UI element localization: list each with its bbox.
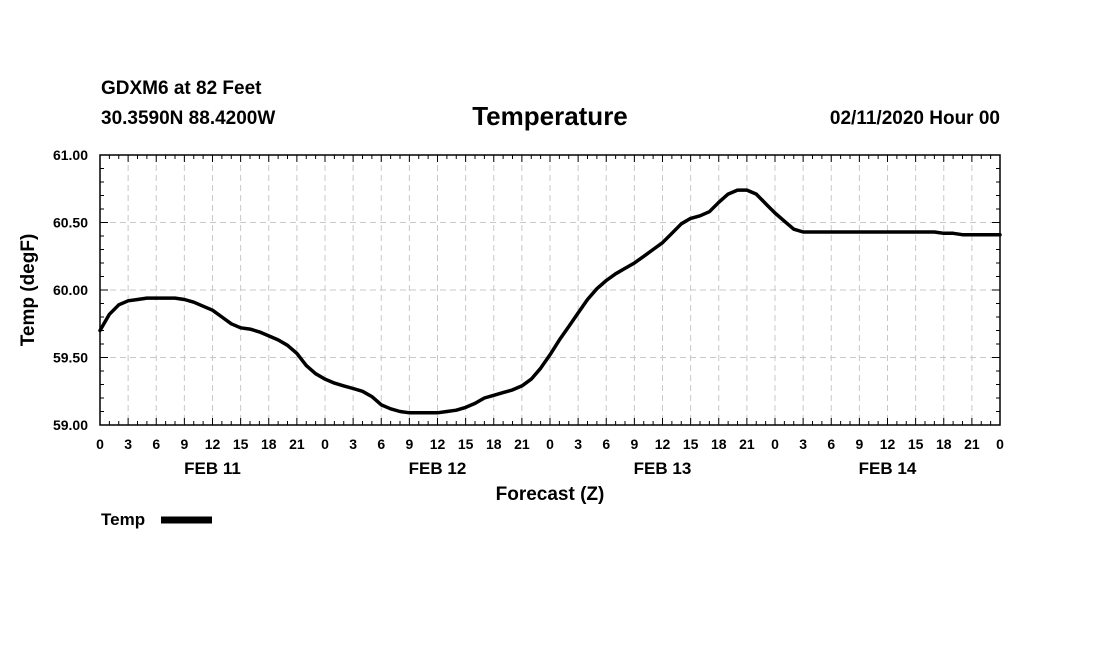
y-tick-label: 59.00 bbox=[53, 417, 88, 433]
x-tick-label: 9 bbox=[405, 436, 413, 452]
x-tick-label: 0 bbox=[96, 436, 104, 452]
x-tick-label: 12 bbox=[880, 436, 896, 452]
x-tick-labels: 0 3 6 9 12 15 18 21 0 3 6 9 12 15 18 21 0 3 6 9 12 15 18 21 0 3 6 9… bbox=[96, 436, 1004, 452]
x-tick-label: 21 bbox=[739, 436, 755, 452]
x-tick-label: 21 bbox=[514, 436, 530, 452]
y-tick-label: 60.50 bbox=[53, 215, 88, 231]
station-label: GDXM6 at 82 Feet bbox=[101, 78, 262, 99]
x-tick-label: 15 bbox=[683, 436, 699, 452]
legend-label: Temp bbox=[101, 510, 145, 529]
chart-title: Temperature bbox=[472, 101, 628, 131]
x-tick-label: 0 bbox=[771, 436, 779, 452]
x-tick-label: 18 bbox=[486, 436, 502, 452]
x-tick-label: 12 bbox=[655, 436, 671, 452]
day-label: FEB 11 bbox=[184, 459, 241, 478]
y-tick-label: 60.00 bbox=[53, 282, 88, 298]
x-tick-label: 18 bbox=[261, 436, 277, 452]
x-tick-label: 6 bbox=[377, 436, 385, 452]
x-tick-label: 9 bbox=[180, 436, 188, 452]
issued-time-label: 02/11/2020 Hour 00 bbox=[830, 108, 1000, 129]
x-tick-label: 6 bbox=[602, 436, 610, 452]
x-tick-label: 3 bbox=[349, 436, 357, 452]
x-tick-label: 9 bbox=[855, 436, 863, 452]
x-tick-label: 18 bbox=[936, 436, 952, 452]
x-tick-label: 15 bbox=[908, 436, 924, 452]
day-label: FEB 13 bbox=[634, 459, 692, 478]
x-tick-label: 3 bbox=[124, 436, 132, 452]
y-axis-label: Temp (degF) bbox=[18, 234, 39, 347]
grid-lines bbox=[100, 155, 1000, 425]
x-tick-label: 3 bbox=[574, 436, 582, 452]
x-tick-label: 6 bbox=[827, 436, 835, 452]
x-tick-label: 12 bbox=[430, 436, 446, 452]
x-tick-label: 0 bbox=[321, 436, 329, 452]
x-tick-label: 15 bbox=[233, 436, 249, 452]
x-axis-label: Forecast (Z) bbox=[496, 484, 605, 505]
plot-frame bbox=[99, 154, 1001, 426]
x-tick-label: 3 bbox=[799, 436, 807, 452]
x-tick-label: 0 bbox=[996, 436, 1004, 452]
x-tick-label: 21 bbox=[964, 436, 980, 452]
series-line-temp bbox=[98, 188, 1002, 415]
x-tick-label: 21 bbox=[289, 436, 305, 452]
x-tick-label: 15 bbox=[458, 436, 474, 452]
x-tick-label: 18 bbox=[711, 436, 727, 452]
day-labels: FEB 11 FEB 12 FEB 13 FEB 14 bbox=[184, 459, 917, 478]
y-tick-labels: 59.00 59.50 60.00 60.50 61.00 bbox=[53, 147, 88, 433]
x-tick-label: 6 bbox=[152, 436, 160, 452]
location-label: 30.3590N 88.4200W bbox=[101, 108, 275, 129]
day-label: FEB 12 bbox=[409, 459, 467, 478]
y-tick-label: 59.50 bbox=[53, 350, 88, 366]
x-tick-label: 9 bbox=[630, 436, 638, 452]
x-tick-label: 0 bbox=[546, 436, 554, 452]
day-label: FEB 14 bbox=[859, 459, 917, 478]
y-tick-label: 61.00 bbox=[53, 147, 88, 163]
x-tick-label: 12 bbox=[205, 436, 221, 452]
